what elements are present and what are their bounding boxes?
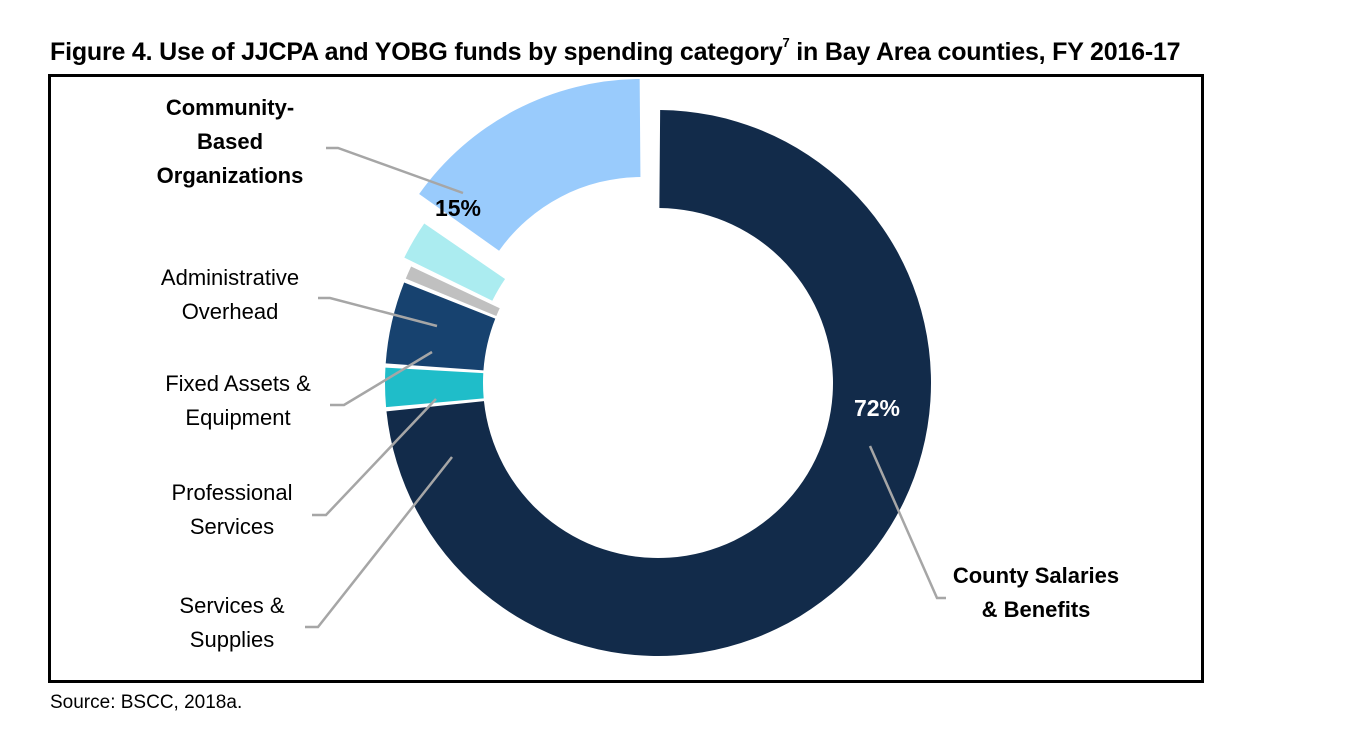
slice-services-supplies bbox=[385, 367, 484, 408]
slice-professional-services bbox=[385, 282, 496, 371]
chart-title-main: Figure 4. Use of JJCPA and YOBG funds by… bbox=[50, 38, 783, 66]
leader-line bbox=[318, 296, 438, 328]
category-label: County Salaries & Benefits bbox=[953, 563, 1119, 622]
chart-title: Figure 4. Use of JJCPA and YOBG funds by… bbox=[50, 34, 1181, 67]
source-note: Source: BSCC, 2018a. bbox=[50, 692, 243, 713]
leader-line bbox=[305, 456, 453, 629]
chart-title-rest: in Bay Area counties, FY 2016-17 bbox=[789, 38, 1181, 66]
leader-line bbox=[330, 350, 433, 407]
leader-line bbox=[312, 398, 437, 517]
category-label: Professional Services bbox=[171, 480, 292, 539]
slice-county-salaries-benefits bbox=[386, 110, 931, 657]
category-label: Fixed Assets & Equipment bbox=[165, 371, 311, 430]
category-label: Services & Supplies bbox=[179, 593, 284, 652]
data-label: 72% bbox=[854, 395, 900, 421]
slice-community-based-organizations bbox=[419, 78, 641, 251]
leader-line bbox=[868, 445, 946, 600]
slice-administrative-overhead bbox=[404, 223, 506, 301]
category-label: Administrative Overhead bbox=[161, 265, 299, 324]
chart-frame bbox=[48, 74, 1204, 683]
data-label: 15% bbox=[435, 195, 481, 221]
chart-title-footnote: 7 bbox=[782, 34, 790, 50]
category-label: Community-Based Organizations bbox=[157, 95, 304, 188]
slice-fixed-assets-equipment bbox=[405, 266, 500, 317]
leader-line bbox=[326, 146, 464, 195]
